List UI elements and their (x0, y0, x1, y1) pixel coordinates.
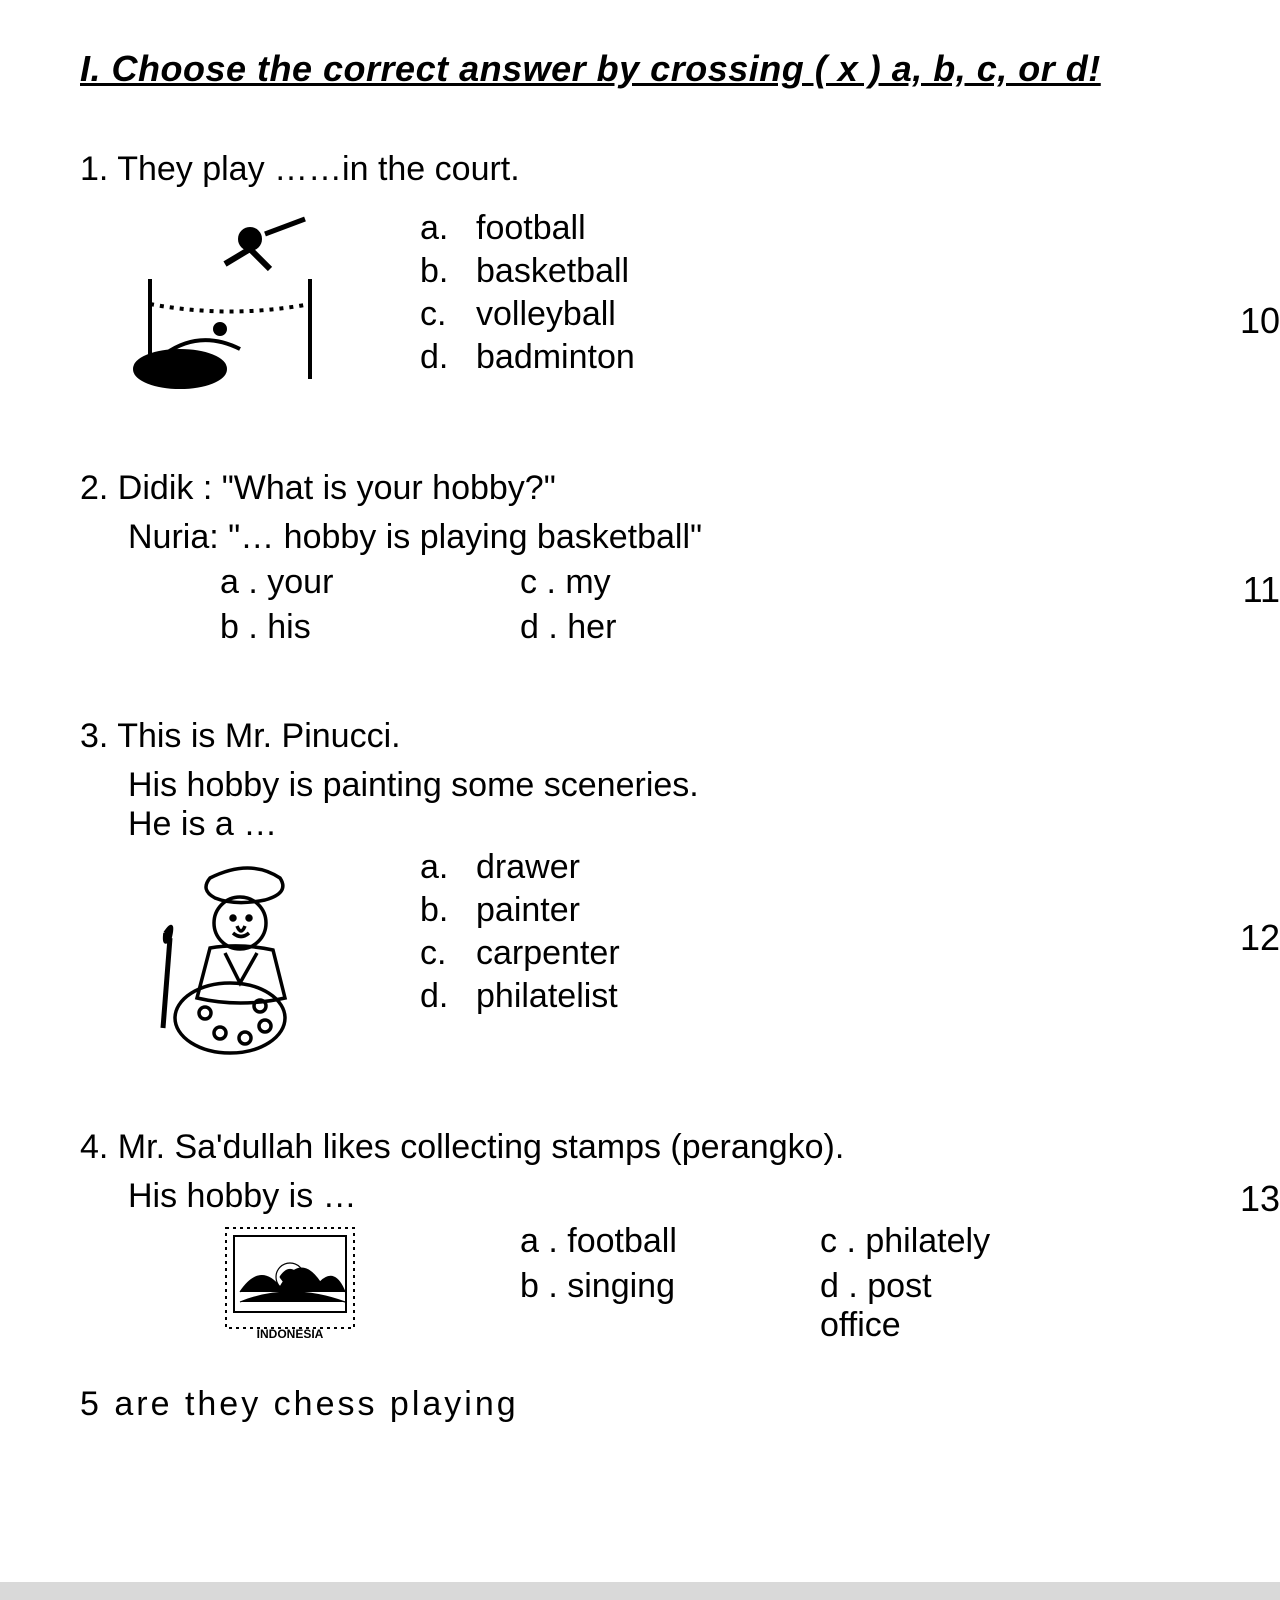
question-1: 1. They play ……in the court. (80, 150, 1280, 399)
section-title: I. Choose the correct answer by crossing… (80, 48, 1280, 90)
stamp-icon: INDONESIA (220, 1222, 360, 1342)
q1-opt-d: d.badminton (420, 338, 635, 377)
q3-opt-a: a.drawer (420, 848, 620, 887)
q4-opt-d: d . post office (820, 1267, 1020, 1345)
page-bottom-shadow (0, 1582, 1280, 1600)
q4-line1: 4. Mr. Sa'dullah likes collecting stamps… (80, 1128, 1280, 1167)
q2-line1: 2. Didik : "What is your hobby?" (80, 469, 1280, 508)
margin-number-12: 12 (1240, 917, 1280, 959)
question-2: 2. Didik : "What is your hobby?" Nuria: … (80, 469, 1280, 647)
q4-opt-c: c . philately (820, 1222, 1020, 1261)
q3-options: a.drawer b.painter c.carpenter d.philate… (420, 848, 620, 1016)
q2-opt-b: b . his (220, 608, 520, 647)
q1-options: a.football b.basketball c.volleyball d.b… (420, 209, 635, 377)
q1-image (80, 209, 380, 399)
question-3: 3. This is Mr. Pinucci. His hobby is pai… (80, 717, 1280, 1058)
q4-opt-a: a . football (520, 1222, 820, 1261)
q1-opt-a: a.football (420, 209, 635, 248)
q4-line2: His hobby is … (128, 1177, 1280, 1216)
question-5-partial: 5 are they chess playing (80, 1385, 1280, 1424)
q4-options: a . football c . philately INDONESIA b .… (220, 1222, 1280, 1345)
question-4: 4. Mr. Sa'dullah likes collecting stamps… (80, 1128, 1280, 1345)
q2-line2: Nuria: "… hobby is playing basketball" (128, 518, 1280, 557)
q2-opt-c: c . my (520, 563, 820, 602)
q3-opt-b: b.painter (420, 891, 620, 930)
margin-number-11: 11 (1243, 569, 1280, 611)
q2-opt-d: d . her (520, 608, 820, 647)
q2-opt-a: a . your (220, 563, 520, 602)
q3-line2: His hobby is painting some sceneries. (128, 766, 1280, 805)
stamp-caption: INDONESIA (257, 1327, 324, 1341)
q3-line1: 3. This is Mr. Pinucci. (80, 717, 1280, 756)
q3-opt-c: c.carpenter (420, 934, 620, 973)
q4-opt-b: b . singing (520, 1267, 820, 1306)
worksheet-page: I. Choose the correct answer by crossing… (0, 0, 1280, 1600)
q1-opt-c: c.volleyball (420, 295, 635, 334)
q1-text: 1. They play ……in the court. (80, 150, 1280, 189)
painter-icon (115, 848, 345, 1058)
margin-number-13: 13 (1240, 1178, 1280, 1220)
q2-options: a . your c . my b . his d . her (220, 563, 1280, 647)
q1-opt-b: b.basketball (420, 252, 635, 291)
margin-number-10: 10 (1240, 300, 1280, 342)
sport-icon (110, 209, 350, 399)
q3-image (80, 848, 380, 1058)
q4-stamp: INDONESIA (220, 1222, 520, 1342)
q3-line3: He is a … (128, 805, 1280, 844)
q3-opt-d: d.philatelist (420, 977, 620, 1016)
